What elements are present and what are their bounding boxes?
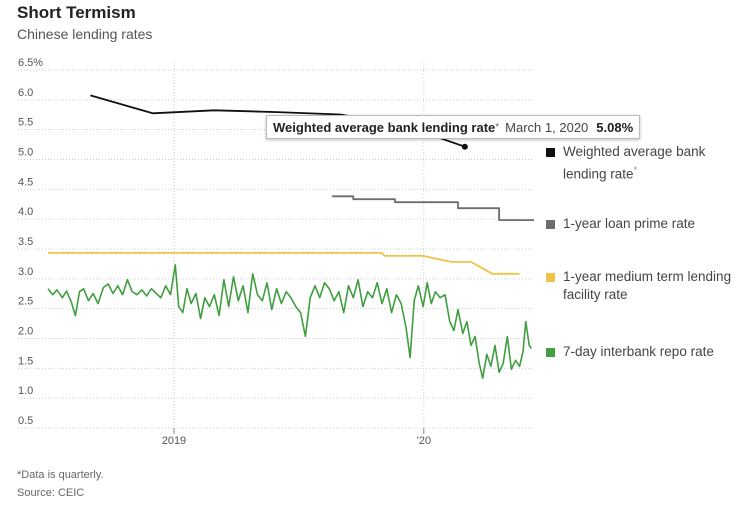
legend-label: 7-day interbank repo rate [563, 344, 714, 359]
y-tick-label: 5.5 [18, 117, 33, 129]
tooltip-series-name: Weighted average bank lending rate [273, 119, 496, 135]
series-line-loan-prime[interactable] [332, 195, 534, 221]
hover-tooltip: Weighted average bank lending rate * Marc… [266, 115, 641, 139]
series-line-mlf[interactable] [48, 252, 520, 275]
legend-swatch-black [546, 148, 555, 157]
y-axis-ticks: 6.5% 6.0 5.5 5.0 4.5 4.0 3.5 3.0 2.5 2.0 1.5 1.0 0.5 [18, 57, 43, 427]
legend-label: 1-year loan prime rate [563, 216, 696, 231]
series-line-repo[interactable] [47, 264, 532, 379]
footnote-quarterly: *Data is quarterly. [17, 469, 104, 481]
x-axis-ticks: 2019 ’20 [162, 428, 431, 447]
y-tick-label: 6.5% [18, 57, 43, 69]
highlight-point [461, 143, 468, 150]
tooltip-footnote-star: * [495, 121, 500, 133]
source-note: Source: CEIC [17, 487, 85, 499]
chart-title: Short Termism [17, 3, 136, 22]
y-tick-label: 3.0 [18, 266, 33, 278]
tooltip-date: March 1, 2020 [505, 119, 589, 135]
y-tick-label: 1.0 [18, 385, 33, 397]
legend-item-weighted-lending[interactable]: Weighted average bank lending rate* [546, 143, 738, 184]
highlight-markers [461, 143, 468, 150]
y-tick-label: 3.5 [18, 236, 33, 248]
y-tick-label: 2.0 [18, 326, 33, 338]
y-tick-label: 1.5 [18, 355, 33, 367]
legend-item-loan-prime[interactable]: 1-year loan prime rate [546, 215, 738, 233]
legend-label: Weighted average bank lending rate* [563, 144, 706, 182]
legend-label: 1-year medium term lending facility rate [563, 269, 732, 302]
legend-item-repo[interactable]: 7-day interbank repo rate [546, 343, 738, 361]
x-tick-label: 2019 [162, 435, 186, 447]
y-tick-label: 5.0 [18, 147, 33, 159]
legend-item-mlf[interactable]: 1-year medium term lending facility rate [546, 268, 738, 304]
y-tick-label: 4.0 [18, 206, 33, 218]
y-tick-label: 0.5 [18, 415, 33, 427]
legend-swatch-yellow [546, 273, 555, 282]
y-tick-label: 6.0 [18, 87, 33, 99]
y-tick-label: 2.5 [18, 296, 33, 308]
legend-swatch-gray [546, 220, 555, 229]
tooltip-value: 5.08% [596, 119, 634, 135]
chart-subtitle: Chinese lending rates [17, 26, 153, 42]
y-tick-label: 4.5 [18, 176, 33, 188]
legend-swatch-green [546, 348, 555, 357]
x-tick-label: ’20 [416, 435, 431, 447]
